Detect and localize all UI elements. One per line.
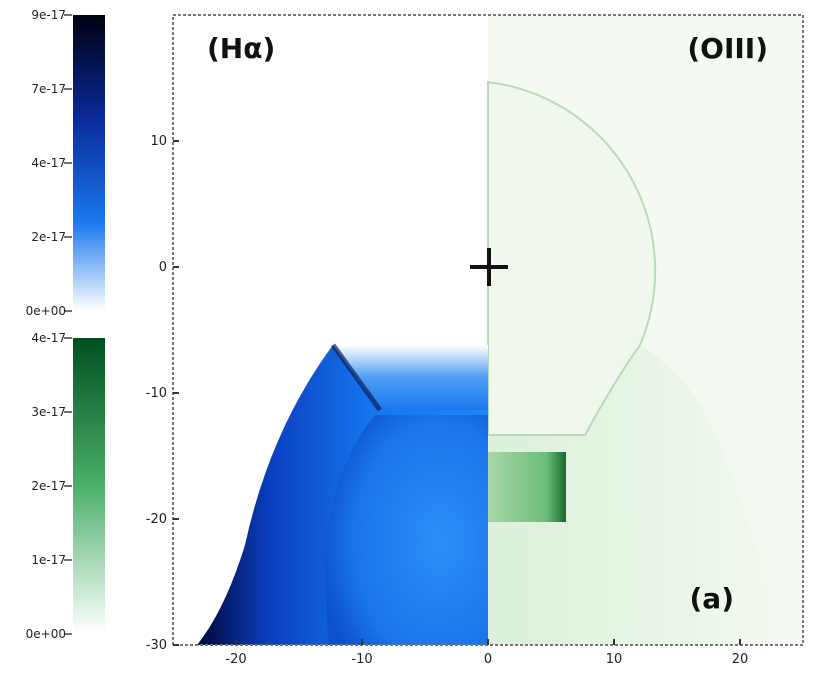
y-tick-label: -10	[146, 386, 167, 401]
centre-marker	[470, 248, 508, 286]
x-tick-label: 10	[606, 652, 623, 667]
halpha-top-fade	[333, 345, 488, 410]
x-tick-label: 0	[484, 652, 492, 667]
panel-annotation: (a)	[690, 582, 735, 615]
y-axis: 10 0 -10 -20 -30	[146, 134, 179, 653]
panel-label-oiii: (OIII)	[687, 32, 768, 65]
x-tick-label: -20	[225, 652, 246, 667]
colorbar-label: 7e-17	[31, 82, 66, 96]
colorbar-blue	[73, 15, 105, 311]
y-tick-label: 10	[150, 134, 167, 149]
oiii-emission-knot	[488, 452, 566, 522]
y-tick-label: -20	[146, 512, 167, 527]
x-tick-label: -10	[351, 652, 372, 667]
colorbar-green	[73, 338, 105, 634]
colorbar-label: 1e-17	[31, 553, 66, 567]
y-tick-label: 0	[159, 260, 167, 275]
colorbar-label: 4e-17	[31, 331, 66, 345]
colorbar-label: 0e+00	[26, 304, 66, 318]
colorbar-label: 2e-17	[31, 479, 66, 493]
plot-area	[173, 15, 803, 645]
halpha-inner-lobe	[325, 415, 488, 645]
colorbar-label: 4e-17	[31, 156, 66, 170]
colorbars: 9e-17 7e-17 4e-17 2e-17 0e+00 4e-17 3e-17 2e-1…	[26, 8, 105, 641]
y-tick-label: -30	[146, 638, 167, 653]
panel-label-halpha: (Hα)	[207, 32, 275, 65]
x-tick-label: 20	[732, 652, 749, 667]
colorbar-label: 9e-17	[31, 8, 66, 22]
colorbar-label: 2e-17	[31, 230, 66, 244]
oiii-bubble	[487, 80, 657, 436]
colorbar-label: 3e-17	[31, 405, 66, 419]
colorbar-label: 0e+00	[26, 627, 66, 641]
x-axis: -20 -10 0 10 20	[225, 639, 748, 667]
halpha-shock-edge	[330, 343, 383, 412]
